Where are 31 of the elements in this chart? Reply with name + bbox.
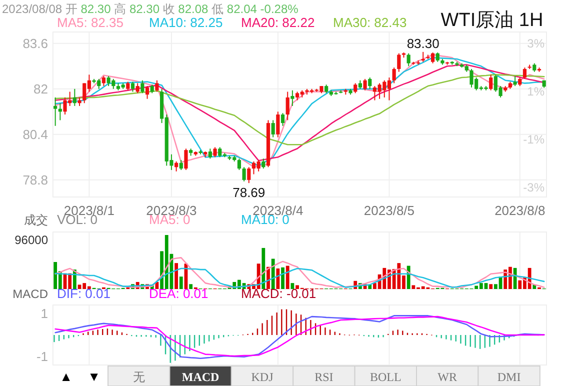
text: 96000 <box>14 233 48 247</box>
text: MA30: 82.43 <box>333 15 407 30</box>
y-tick-label: 83.6 <box>22 36 48 51</box>
x-tick-label: 2023/8/8 <box>494 203 546 218</box>
category-label: WR <box>438 370 458 384</box>
series-label: DIF: 0.01 <box>57 286 110 301</box>
y-axis-title: MACD <box>12 287 48 301</box>
text: MA5: 82.35 <box>57 15 124 30</box>
category-label: 无 <box>132 370 145 384</box>
category-label: BOLL <box>370 370 402 384</box>
y-tick-label: 82 <box>34 81 48 96</box>
y-axis-title: 成交 <box>24 213 48 227</box>
x-tick-label: 2023/8/5 <box>364 203 415 218</box>
y-tick-label: 78.8 <box>22 172 48 188</box>
y-tick-label: -1 <box>36 348 48 364</box>
text: MA10: 82.25 <box>149 15 223 30</box>
y-tick-label: 80.4 <box>22 126 48 142</box>
series-label: MACD: -0.01 <box>241 286 316 301</box>
category-label: KDJ <box>251 370 274 384</box>
chart-title: 2023/08/08 开 82.30 高 82.30 收 82.08 低 82.04 -0.28% <box>2 2 298 16</box>
category-label: ▲ <box>60 369 72 384</box>
annotation: 78.69 <box>232 185 266 200</box>
annotation: 83.30 <box>406 36 440 51</box>
category-label: RSI <box>314 370 334 384</box>
category-label: ▼ <box>88 369 100 384</box>
text: MA20: 82.22 <box>241 15 315 30</box>
text: DEA: 0.01 <box>149 286 208 301</box>
chart-subtitle: WTI原油 1H <box>440 10 544 31</box>
category-label: MACD <box>182 370 220 384</box>
category-label: DMI <box>497 370 521 384</box>
y-tick-label: 1 <box>40 306 48 322</box>
